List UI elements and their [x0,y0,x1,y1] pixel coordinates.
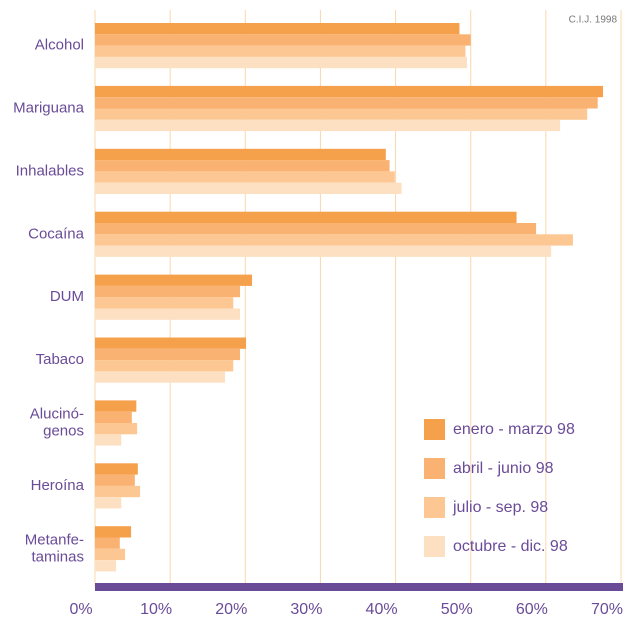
x-tick-label: 0% [69,601,92,618]
bar [95,497,122,509]
x-tick-label: 30% [290,601,322,618]
bar [95,245,552,257]
y-tick-label: Cocaína [28,225,85,242]
x-tick-label: 60% [516,601,548,618]
bar [95,108,588,120]
bar [95,223,537,235]
y-tick-label: Alucinó-genos [30,405,84,439]
bar [95,411,132,423]
bar [95,348,241,361]
bar [95,285,241,298]
bar [95,182,402,194]
bar [95,526,132,538]
bar [95,34,471,46]
legend-swatch [424,419,445,440]
legend-label: enero - marzo 98 [453,421,575,438]
legend-swatch [424,458,445,479]
legend-swatch [424,497,445,518]
bar [95,463,138,475]
x-axis-bar [95,583,623,591]
y-tick-label: Metanfe-taminas [25,531,84,565]
bar [95,119,561,132]
bar [95,434,122,446]
bar [95,85,603,98]
bar [95,308,241,320]
bar [95,23,460,35]
y-tick-label: Mariguana [13,99,85,116]
bar [95,537,120,549]
legend-label: julio - sep. 98 [452,499,548,516]
bar [95,297,234,309]
x-tick-label: 10% [140,601,172,618]
bar [95,97,598,109]
x-tick-label: 40% [366,601,398,618]
legend-label: abril - junio 98 [453,460,554,477]
y-tick-label: DUM [50,288,84,305]
bar [95,274,253,286]
bar [95,160,390,172]
bar [95,560,117,572]
x-tick-label: 50% [441,601,473,618]
bar [95,211,517,223]
x-tick-label: 70% [591,601,623,618]
bar [95,485,141,498]
bar [95,371,225,383]
y-tick-label: Inhalables [16,162,84,179]
legend-swatch [424,536,445,557]
bar [95,56,467,69]
bar [95,423,138,435]
bar [95,400,137,412]
legend-label: octubre - dic. 98 [453,538,568,555]
bar [95,548,126,561]
bar [95,234,573,246]
y-tick-label: Heroína [31,477,85,494]
y-tick-label: Alcohol [35,37,84,54]
bar [95,171,395,183]
bar [95,45,466,57]
bar [95,474,135,486]
x-tick-label: 20% [215,601,247,618]
bar [95,148,386,161]
y-tick-label: Tabaco [36,351,84,368]
annotation: C.I.J. 1998 [569,15,618,26]
bar [95,337,247,349]
bar [95,360,234,372]
